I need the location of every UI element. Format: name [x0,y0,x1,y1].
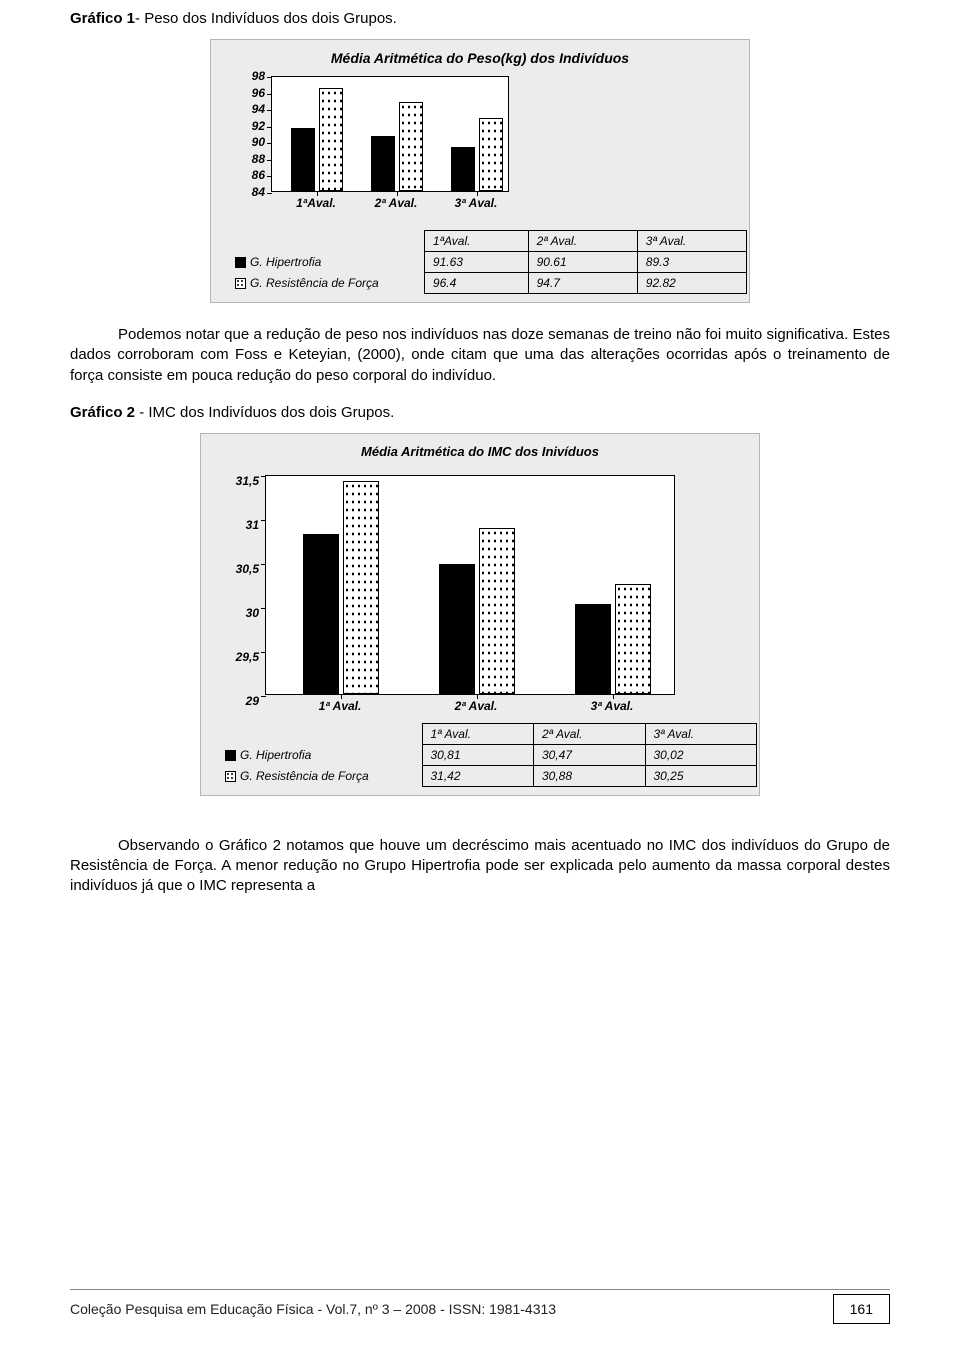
bar [479,528,515,693]
table-row-label: G. Hipertrofia [227,252,424,273]
legend-swatch [235,278,246,289]
table-cell: 92.82 [637,273,746,294]
caption-1-rest: - Peso dos Indivíduos dos dois Grupos. [135,10,397,27]
chart-1-xticks: 1ªAval. 2ª Aval. 3ª Aval. [271,192,509,226]
chart-2-title: Média Aritmética do IMC dos Inivíduos [211,444,749,459]
table-cell: 94.7 [528,273,637,294]
bar [479,118,503,191]
table-header: 3ª Aval. [645,723,757,744]
chart-2-xticks: 1ª Aval. 2ª Aval. 3ª Aval. [265,695,675,717]
bar [399,102,423,191]
table-cell: 90.61 [528,252,637,273]
legend-swatch [225,771,236,782]
bar [343,481,379,694]
chart-1-data-table: 1ªAval.2ª Aval.3ª Aval. G. Hipertrofia 91.… [227,230,747,294]
legend-label: G. Hipertrofia [240,748,311,762]
ytick-label: 98 [221,69,265,83]
ytick-label: 92 [221,119,265,133]
ytick-label: 31,5 [211,474,259,488]
chart-1-yticks: 8486889092949698 [221,76,271,192]
page-footer: Coleção Pesquisa em Educação Física - Vo… [70,1294,890,1324]
table-cell: 30,47 [534,744,646,765]
table-cell: 30,25 [645,765,757,786]
ytick-label: 30,5 [211,562,259,576]
xtick-label: 2ª Aval. [446,699,506,713]
chart-2-data-table: 1ª Aval.2ª Aval.3ª Aval. G. Hipertrofia 30… [217,723,757,787]
legend-label: G. Resistência de Força [240,769,369,783]
legend-label: G. Hipertrofia [250,255,321,269]
xtick-label: 3ª Aval. [582,699,642,713]
chart-2-imc: Média Aritmética do IMC dos Inivíduos 29… [200,433,760,796]
ytick-label: 86 [221,168,265,182]
table-cell: 89.3 [637,252,746,273]
chart-2-yticks: 2929,53030,53131,5 [211,475,265,695]
ytick-label: 29 [211,694,259,708]
legend-swatch [225,750,236,761]
table-header: 2ª Aval. [534,723,646,744]
chart-1-peso: Média Aritmética do Peso(kg) dos Indivíd… [210,39,750,303]
ytick-label: 94 [221,102,265,116]
ytick-label: 90 [221,135,265,149]
paragraph-2: Observando o Gráfico 2 notamos que houve… [70,836,890,897]
ytick-label: 30 [211,606,259,620]
table-cell: 96.4 [424,273,528,294]
table-cell: 30,02 [645,744,757,765]
footer-text: Coleção Pesquisa em Educação Física - Vo… [70,1301,556,1317]
table-cell: 30,88 [534,765,646,786]
table-header: 1ªAval. [424,231,528,252]
table-header: 2ª Aval. [528,231,637,252]
xtick-label: 3ª Aval. [446,196,506,210]
chart-2-plot [265,475,675,695]
caption-1-prefix: Gráfico 1 [70,10,135,27]
bar [319,88,343,191]
bar [451,147,475,191]
table-row-label: G. Resistência de Força [227,273,424,294]
table-row-label: G. Resistência de Força [217,765,422,786]
page-number: 161 [833,1294,890,1324]
chart-1-title: Média Aritmética do Peso(kg) dos Indivíd… [221,50,739,66]
table-cell: 91.63 [424,252,528,273]
bar [439,564,475,693]
chart-1-plot [271,76,509,192]
table-cell: 30,81 [422,744,534,765]
bar [303,534,339,693]
table-header: 1ª Aval. [422,723,534,744]
footer-divider [70,1289,890,1290]
xtick-label: 1ªAval. [286,196,346,210]
legend-label: G. Resistência de Força [250,276,379,290]
bar [371,136,395,191]
ytick-label: 29,5 [211,650,259,664]
ytick-label: 84 [221,185,265,199]
bar [615,584,651,694]
caption-2-rest: - IMC dos Indivíduos dos dois Grupos. [135,404,394,421]
caption-2: Gráfico 2 - IMC dos Indivíduos dos dois … [70,404,890,421]
legend-swatch [235,257,246,268]
table-cell: 31,42 [422,765,534,786]
xtick-label: 1ª Aval. [310,699,370,713]
caption-1: Gráfico 1- Peso dos Indivíduos dos dois … [70,10,890,27]
paragraph-1: Podemos notar que a redução de peso nos … [70,325,890,386]
ytick-label: 96 [221,86,265,100]
table-row-label: G. Hipertrofia [217,744,422,765]
bar [575,604,611,694]
xtick-label: 2ª Aval. [366,196,426,210]
caption-2-prefix: Gráfico 2 [70,404,135,421]
ytick-label: 88 [221,152,265,166]
bar [291,128,315,191]
ytick-label: 31 [211,518,259,532]
table-header: 3ª Aval. [637,231,746,252]
